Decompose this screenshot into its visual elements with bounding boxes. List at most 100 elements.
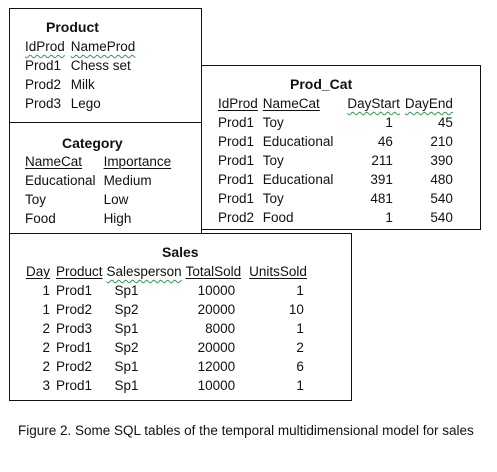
table-cell: Prod1 xyxy=(218,153,255,168)
table-cell: 1 xyxy=(296,321,304,336)
table-row: Educational Medium xyxy=(25,171,171,190)
table-cell: 390 xyxy=(430,153,453,168)
table-cell: 10000 xyxy=(197,283,236,298)
product-table-box: Product IdProd NameProd Prod1 Chess set … xyxy=(9,8,202,123)
table-cell: 481 xyxy=(370,191,393,206)
table-row: 1 Prod1 Sp1 10000 1 xyxy=(26,281,307,300)
table-cell: 45 xyxy=(437,115,453,130)
sales-table-box: Sales Day Product Salesperson TotalSold … xyxy=(9,233,352,401)
column-header-namecat: NameCat xyxy=(262,96,320,111)
sales-table: Day Product Salesperson TotalSold UnitsS… xyxy=(26,262,307,395)
table-cell: 540 xyxy=(430,210,453,225)
table-cell: Educational xyxy=(262,172,334,187)
table-row: Prod1 Toy 481 540 xyxy=(218,189,453,208)
table-header-row: IdProd NameCat DayStart DayEnd xyxy=(218,94,453,113)
table-cell: 2 xyxy=(296,340,304,355)
table-cell: 6 xyxy=(296,359,304,374)
prod-cat-table-box: Prod_Cat IdProd NameCat DayStart DayEnd … xyxy=(201,65,481,230)
table-row: Prod1 Toy 211 390 xyxy=(218,151,453,170)
table-header-row: IdProd NameProd xyxy=(25,37,135,56)
table-cell: Low xyxy=(103,192,129,207)
table-cell: High xyxy=(103,211,132,226)
table-cell: 10000 xyxy=(197,378,236,393)
table-cell: Sp1 xyxy=(114,283,139,298)
table-cell: 211 xyxy=(371,153,393,168)
table-row: Prod3 Lego xyxy=(25,94,135,113)
column-header-dayend: DayEnd xyxy=(404,96,453,111)
table-row: 2 Prod1 Sp2 20000 2 xyxy=(26,338,307,357)
table-cell: Lego xyxy=(70,96,101,111)
table-row: Prod1 Chess set xyxy=(25,56,135,75)
table-cell: Prod1 xyxy=(56,340,93,355)
table-cell: Prod2 xyxy=(218,210,255,225)
column-header-namecat: NameCat xyxy=(25,154,83,169)
table-cell: Sp1 xyxy=(114,359,139,374)
column-header-idprod: IdProd xyxy=(25,39,65,54)
table-cell: Sp1 xyxy=(114,321,139,336)
table-row: Food High xyxy=(25,209,171,228)
table-row: Prod2 Milk xyxy=(25,75,135,94)
table-cell: Toy xyxy=(262,191,284,206)
table-row: Prod1 Educational 46 210 xyxy=(218,132,453,151)
table-cell: Sp2 xyxy=(114,302,139,317)
table-cell: Prod1 xyxy=(218,191,255,206)
column-header-daystart: DayStart xyxy=(347,96,400,111)
column-header-nameprod: NameProd xyxy=(70,39,136,54)
table-row: 2 Prod2 Sp1 12000 6 xyxy=(26,357,307,376)
table-cell: Prod1 xyxy=(218,115,255,130)
category-table: NameCat Importance Educational Medium To… xyxy=(25,152,171,228)
table-cell: 20000 xyxy=(197,340,236,355)
product-table: IdProd NameProd Prod1 Chess set Prod2 Mi… xyxy=(25,37,135,113)
table-cell: Prod1 xyxy=(218,172,255,187)
table-cell: Food xyxy=(262,210,294,225)
table-cell: Prod1 xyxy=(25,58,62,73)
table-cell: Medium xyxy=(103,173,152,188)
table-cell: 10 xyxy=(288,302,304,317)
table-row: Prod2 Food 1 540 xyxy=(218,208,453,227)
table-cell: 2 xyxy=(42,321,51,336)
table-cell: 210 xyxy=(430,134,453,149)
table-cell: Sp2 xyxy=(114,340,139,355)
table-cell: 1 xyxy=(296,378,304,393)
table-cell: Prod2 xyxy=(25,77,62,92)
table-row: Prod1 Educational 391 480 xyxy=(218,170,453,189)
figure-caption: Figure 2. Some SQL tables of the tempora… xyxy=(18,423,474,438)
table-cell: 391 xyxy=(370,172,393,187)
table-row: 1 Prod2 Sp2 20000 10 xyxy=(26,300,307,319)
column-header-importance: Importance xyxy=(103,154,172,169)
table-cell: 46 xyxy=(377,134,393,149)
column-header-idprod: IdProd xyxy=(218,96,258,111)
table-cell: Educational xyxy=(25,173,96,188)
table-cell: Chess set xyxy=(70,58,131,73)
table-cell: 540 xyxy=(430,191,453,206)
sales-table-title: Sales xyxy=(162,244,199,260)
table-cell: Milk xyxy=(70,77,95,92)
table-cell: Prod3 xyxy=(25,96,62,111)
table-cell: 20000 xyxy=(197,302,236,317)
category-table-box: Category NameCat Importance Educational … xyxy=(9,122,202,234)
table-cell: Prod1 xyxy=(56,378,93,393)
product-table-title: Product xyxy=(46,19,99,35)
table-cell: Food xyxy=(25,211,56,226)
table-row: Toy Low xyxy=(25,190,171,209)
table-cell: Prod3 xyxy=(56,321,93,336)
table-cell: 1 xyxy=(42,302,51,317)
table-cell: 8000 xyxy=(205,321,236,336)
table-cell: 2 xyxy=(42,340,51,355)
table-cell: Prod2 xyxy=(56,302,93,317)
table-header-row: Day Product Salesperson TotalSold UnitsS… xyxy=(26,262,307,281)
column-header-totalsold: TotalSold xyxy=(185,264,242,279)
table-cell: Sp1 xyxy=(114,378,139,393)
table-cell: 12000 xyxy=(197,359,236,374)
table-cell: 3 xyxy=(42,378,51,393)
table-cell: Educational xyxy=(262,134,334,149)
table-row: 2 Prod3 Sp1 8000 1 xyxy=(26,319,307,338)
table-header-row: NameCat Importance xyxy=(25,152,171,171)
table-cell: Toy xyxy=(262,153,284,168)
table-cell: Prod2 xyxy=(56,359,93,374)
table-cell: 1 xyxy=(385,210,393,225)
table-cell: 1 xyxy=(42,283,51,298)
table-cell: Prod1 xyxy=(56,283,93,298)
table-cell: 1 xyxy=(385,115,393,130)
prod-cat-table: IdProd NameCat DayStart DayEnd Prod1 Toy… xyxy=(218,94,453,227)
